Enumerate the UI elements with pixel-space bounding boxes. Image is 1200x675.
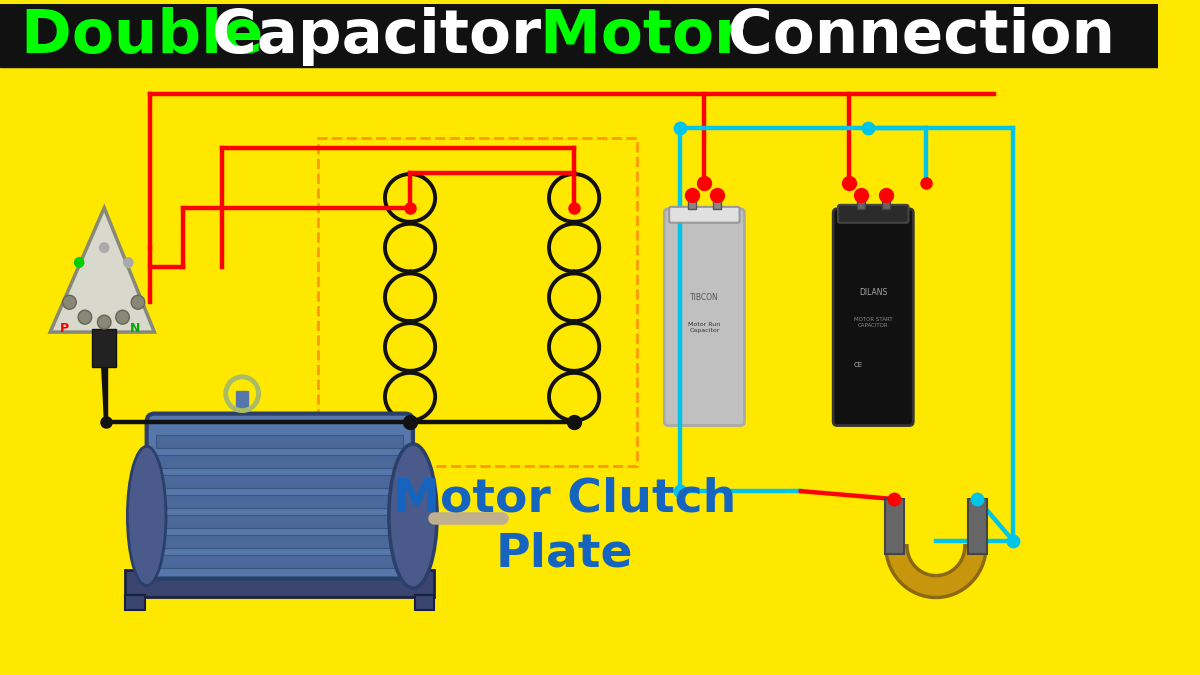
Text: DILANS: DILANS	[859, 288, 887, 297]
Bar	[967, 499, 988, 554]
Ellipse shape	[127, 446, 166, 585]
Text: Capacitor: Capacitor	[212, 7, 563, 66]
Bar	[126, 595, 145, 610]
Circle shape	[62, 296, 77, 309]
Text: N: N	[131, 322, 140, 335]
Bar	[156, 495, 403, 508]
Bar	[156, 515, 403, 528]
Bar	[156, 555, 403, 568]
Circle shape	[78, 310, 91, 324]
Circle shape	[97, 315, 110, 329]
Bar	[156, 535, 403, 548]
Text: Motor: Motor	[540, 7, 766, 66]
FancyBboxPatch shape	[126, 570, 434, 597]
Bar	[884, 499, 904, 554]
Bar	[236, 391, 248, 408]
Bar	[0, 4, 1158, 67]
Text: Motor Clutch
Plate: Motor Clutch Plate	[392, 476, 736, 576]
Circle shape	[98, 242, 109, 253]
Text: Double: Double	[22, 7, 284, 66]
FancyBboxPatch shape	[665, 209, 744, 425]
Bar	[415, 595, 434, 610]
Bar	[713, 195, 721, 209]
FancyBboxPatch shape	[146, 414, 413, 578]
Polygon shape	[886, 546, 986, 597]
Bar	[688, 195, 696, 209]
Bar	[318, 138, 637, 466]
Bar	[156, 435, 403, 448]
Text: MOTOR START
CAPACITOR: MOTOR START CAPACITOR	[854, 317, 893, 327]
FancyBboxPatch shape	[838, 205, 908, 223]
Bar	[882, 195, 889, 209]
Text: Motor Run
Capacitor: Motor Run Capacitor	[689, 322, 720, 333]
Text: Connection: Connection	[728, 7, 1116, 66]
Bar	[857, 195, 864, 209]
Text: CE: CE	[854, 362, 863, 368]
Ellipse shape	[389, 444, 437, 588]
Text: TIBCON: TIBCON	[690, 293, 719, 302]
Circle shape	[124, 257, 133, 268]
FancyBboxPatch shape	[833, 209, 913, 425]
Circle shape	[115, 310, 130, 324]
FancyBboxPatch shape	[670, 207, 739, 223]
Bar	[91, 329, 115, 367]
Bar	[156, 475, 403, 488]
Text: P: P	[60, 322, 68, 335]
Circle shape	[131, 296, 145, 309]
Polygon shape	[50, 208, 155, 332]
Bar	[156, 456, 403, 468]
Circle shape	[74, 257, 84, 268]
